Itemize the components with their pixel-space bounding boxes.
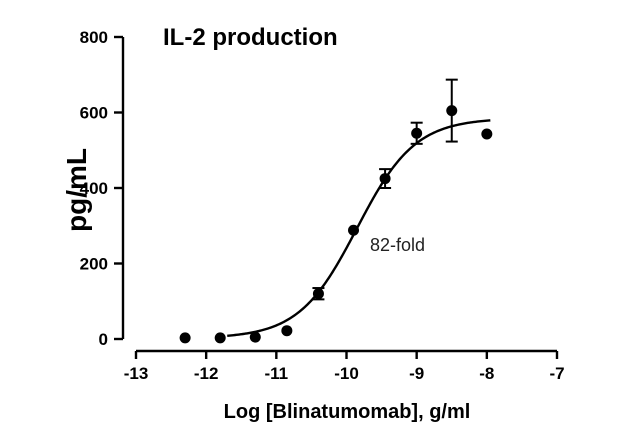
data-point [348, 224, 360, 236]
x-tick-label: -11 [265, 364, 289, 383]
fit-curve [227, 119, 491, 337]
x-tick-label: -7 [549, 364, 564, 383]
x-tick-label: -9 [409, 364, 424, 383]
data-point [481, 128, 493, 140]
x-tick-label: -12 [194, 364, 219, 383]
fold-annotation: 82-fold [370, 235, 425, 255]
data-point [281, 325, 293, 337]
data-point [312, 288, 324, 300]
x-axis: -13 -12 -11 -10 -9 -8 -7 [124, 349, 565, 383]
y-tick-label: 400 [80, 179, 108, 198]
data-point [379, 173, 391, 185]
y-tick-label: 800 [80, 28, 108, 47]
y-tick-label: 200 [80, 255, 108, 274]
data-point [446, 105, 458, 117]
data-point [411, 127, 423, 139]
y-axis-label: pg/mL [61, 148, 92, 232]
x-tick-label: -10 [334, 364, 359, 383]
chart-title: IL-2 production [163, 24, 338, 51]
y-tick-label: 600 [80, 104, 108, 123]
x-axis-label: Log [Blinatumomab], g/ml [224, 401, 471, 423]
data-point [179, 332, 191, 344]
y-axis: 0 200 400 600 800 [80, 28, 125, 349]
y-tick-label: 0 [99, 330, 108, 349]
data-points [179, 78, 493, 344]
x-tick-label: -8 [479, 364, 494, 383]
x-tick-label: -13 [124, 364, 149, 383]
data-point [214, 332, 226, 344]
data-point [249, 331, 261, 343]
